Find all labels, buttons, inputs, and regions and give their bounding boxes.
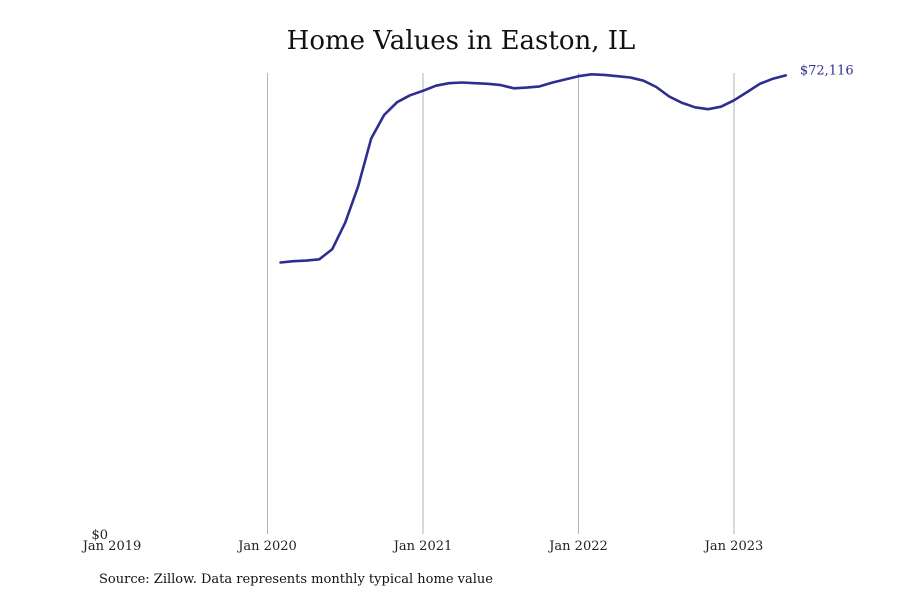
x-tick-label: Jan 2023 [703,539,764,554]
x-tick-label: Jan 2019 [81,539,142,554]
y-tick-label: $0 [91,528,108,543]
end-value-label: $72,116 [800,63,854,78]
series-line-0 [279,73,788,264]
source-note: Source: Zillow. Data represents monthly … [99,572,493,587]
axis-labels: Jan 2019 Jan 2020 Jan 2021 Jan 2022 Jan 2023… [81,528,764,554]
x-tick-label: Jan 2020 [236,539,297,554]
gridlines [267,73,735,534]
chart-title: Home Values in Easton, IL [286,26,636,56]
x-tick-label: Jan 2022 [547,539,608,554]
x-tick-label: Jan 2021 [392,539,453,554]
series-layer: $72,116 [279,63,854,264]
